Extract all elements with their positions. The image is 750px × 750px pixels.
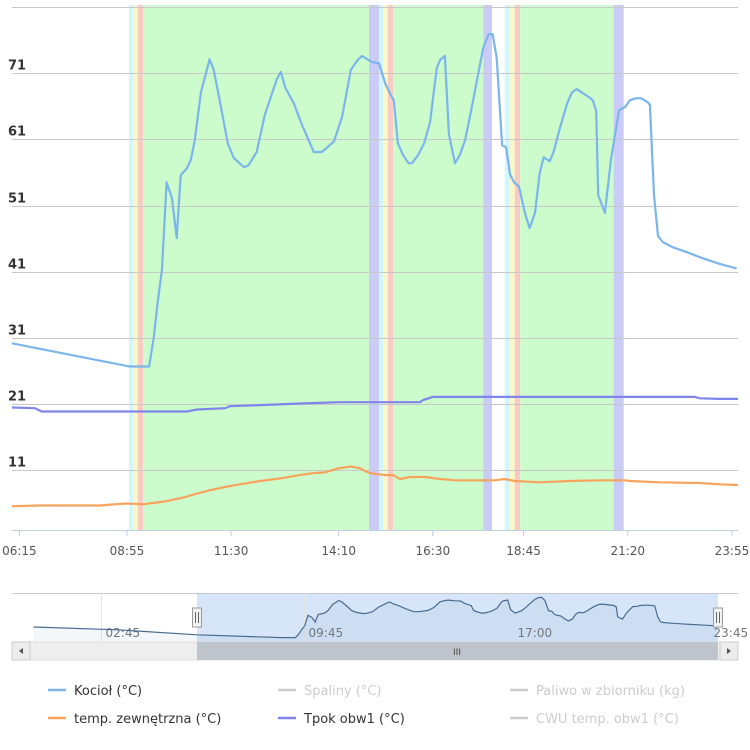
- y-gridlines: [12, 7, 738, 471]
- navigator-selection[interactable]: [197, 594, 718, 642]
- plot-band: [379, 5, 384, 530]
- navigator-tick-label: 17:00: [518, 626, 553, 640]
- plot-band: [514, 5, 521, 530]
- legend-item[interactable]: Tpok obw1 (°C): [278, 712, 405, 727]
- series-line-0: [11, 33, 737, 368]
- y-axis-labels: 11 21 31 41 51 61 71: [8, 59, 26, 471]
- x-tick-label: 06:15: [2, 544, 37, 558]
- navigator-handle-right[interactable]: [713, 607, 723, 628]
- x-tick-label: 14:10: [321, 544, 356, 558]
- series-lines: [11, 33, 739, 508]
- legend-label[interactable]: Kocioł (°C): [74, 684, 142, 699]
- handle-body[interactable]: [713, 607, 723, 628]
- plot-band: [393, 5, 484, 530]
- plot-band: [143, 5, 369, 530]
- y-tick-label: 31: [8, 324, 26, 339]
- legend-label[interactable]: Tpok obw1 (°C): [303, 712, 405, 727]
- navigator-series-line: [33, 596, 718, 639]
- y-tick-label: 41: [8, 258, 26, 273]
- arrow-right-icon: [727, 648, 731, 654]
- plot-band: [133, 5, 138, 530]
- scrollbar-thumb[interactable]: [197, 642, 718, 660]
- plot-band: [368, 5, 380, 530]
- plot-band: [483, 5, 492, 530]
- y-tick-label: 51: [8, 192, 26, 207]
- arrow-left-icon: [19, 648, 23, 654]
- navigator-tick-label: 23:45: [714, 626, 749, 640]
- plot-band: [504, 5, 511, 530]
- x-tick-label: 08:55: [110, 544, 145, 558]
- legend-label[interactable]: Spaliny (°C): [304, 684, 381, 699]
- legend-item[interactable]: temp. zewnętrzna (°C): [48, 712, 221, 727]
- y-tick-label: 11: [8, 456, 26, 471]
- plot-bands: [128, 5, 624, 530]
- navigator-area: [33, 597, 718, 642]
- navigator-handle-left[interactable]: [192, 607, 202, 628]
- plot-band: [510, 5, 515, 530]
- legend-label[interactable]: CWU temp. obw1 (°C): [536, 712, 679, 727]
- plot-band: [520, 5, 614, 530]
- legend-item[interactable]: CWU temp. obw1 (°C): [510, 712, 679, 727]
- legend-item[interactable]: Kocioł (°C): [48, 684, 142, 699]
- x-tick-label: 23:55: [715, 544, 750, 558]
- legend-item[interactable]: Paliwo w zbiorniku (kg): [510, 684, 685, 699]
- plot-band: [613, 5, 624, 530]
- legend-item[interactable]: Spaliny (°C): [278, 684, 381, 699]
- handle-body[interactable]: [192, 607, 202, 628]
- y-tick-label: 61: [8, 125, 26, 140]
- y-tick-label: 71: [8, 59, 26, 74]
- y-tick-label: 21: [8, 390, 26, 405]
- x-tick-label: 11:30: [214, 544, 249, 558]
- series-line-4: [11, 395, 738, 413]
- legend-label[interactable]: temp. zewnętrzna (°C): [74, 712, 221, 727]
- x-tick-label: 21:20: [610, 544, 645, 558]
- series-line-3: [11, 465, 739, 508]
- plot-band: [128, 5, 134, 530]
- navigator-tick-label: 09:45: [309, 626, 344, 640]
- x-tick-label: 16:30: [416, 544, 451, 558]
- plot-band: [387, 5, 394, 530]
- legend: Kocioł (°C) Spaliny (°C) Paliwo w zbiornik…: [48, 684, 685, 727]
- plot-band: [137, 5, 144, 530]
- x-axis: 06:15 08:55 11:30 14:10 16:30 18:45 21:20 23:55: [2, 530, 749, 558]
- plot-band: [383, 5, 388, 530]
- x-tick-label: 18:45: [506, 544, 541, 558]
- scrollbar-grip: III: [453, 648, 461, 658]
- legend-label[interactable]: Paliwo w zbiorniku (kg): [536, 684, 685, 699]
